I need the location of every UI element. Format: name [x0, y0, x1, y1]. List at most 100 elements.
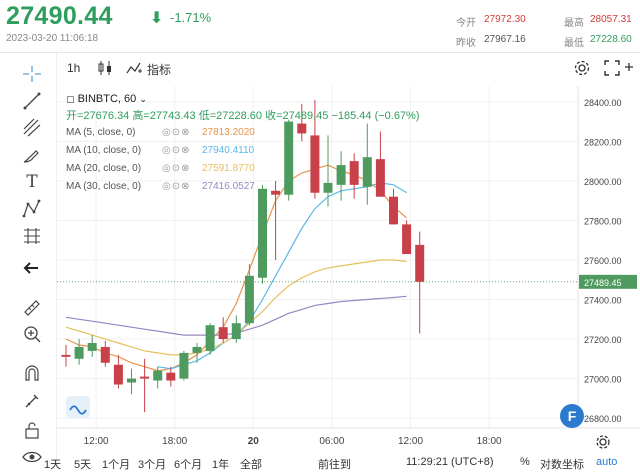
log-scale-toggle[interactable]: 对数坐标: [540, 459, 584, 471]
y-tick-label: 27400.00: [584, 296, 622, 306]
candle-body[interactable]: [87, 342, 97, 351]
y-tick-label: 27800.00: [584, 216, 622, 226]
broker-logo-icon: F: [560, 404, 584, 428]
indicators-button[interactable]: 指标: [147, 63, 172, 77]
interval-button[interactable]: 1h: [67, 61, 81, 75]
candle-body[interactable]: [231, 323, 241, 340]
candle-body[interactable]: [166, 372, 176, 381]
utc-clock[interactable]: 11:29:21 (UTC+8): [406, 456, 494, 468]
range-3m[interactable]: 3个月: [138, 459, 167, 471]
candle-body[interactable]: [415, 244, 425, 282]
ma-line: [157, 182, 407, 370]
candle-body[interactable]: [140, 376, 150, 379]
candle-body[interactable]: [74, 346, 84, 359]
fullscreen-icon[interactable]: [603, 59, 621, 80]
candle-body[interactable]: [362, 157, 372, 187]
magnet-icon[interactable]: [20, 362, 44, 384]
candle-body[interactable]: [284, 121, 294, 195]
x-tick-label: 12:00: [398, 436, 423, 447]
candle-body[interactable]: [61, 354, 71, 357]
candle-type-icon[interactable]: [97, 59, 113, 80]
ma-settings-icon[interactable]: ◎⊙⊗: [162, 181, 191, 192]
ma-legend-label: MA (20, close, 0): [66, 163, 142, 174]
back-arrow-icon[interactable]: [20, 257, 44, 279]
indicators-icon[interactable]: [125, 59, 143, 80]
candle-body[interactable]: [258, 188, 267, 278]
bottom-toolbar: 1天 5天 1个月 3个月 6个月 1年 全部 前往到 11:29:21 (UT…: [40, 456, 640, 471]
ma-settings-icon[interactable]: ◎⊙⊗: [162, 145, 191, 156]
price-header: 27490.44 ⬇ -1.71% 2023-03-20 11:06:18 今开…: [0, 0, 640, 52]
quote-datetime: 2023-03-20 11:06:18: [6, 33, 99, 44]
percent-toggle[interactable]: %: [520, 456, 530, 468]
measure-range-icon[interactable]: [20, 225, 44, 247]
candle-body[interactable]: [205, 325, 215, 351]
lock-icon[interactable]: [20, 419, 44, 441]
ma-settings-icon[interactable]: ◎⊙⊗: [162, 127, 191, 138]
text-tool-icon[interactable]: T: [26, 172, 38, 192]
brush-icon[interactable]: [20, 144, 44, 166]
stat-open-label: 今开: [456, 18, 476, 29]
candle-body[interactable]: [310, 135, 320, 193]
candle-body[interactable]: [218, 327, 228, 340]
candle-body[interactable]: [271, 190, 281, 195]
candle-body[interactable]: [389, 196, 398, 225]
candle-body[interactable]: [100, 346, 110, 363]
zoom-in-icon[interactable]: [20, 323, 44, 345]
y-tick-label: 27000.00: [584, 375, 622, 385]
ruler-icon[interactable]: [20, 296, 44, 318]
range-6m[interactable]: 6个月: [174, 459, 203, 471]
x-tick-label: 06:00: [319, 436, 344, 447]
candle-body[interactable]: [127, 378, 136, 383]
y-tick-label: 27200.00: [584, 335, 622, 345]
candle-body[interactable]: [153, 370, 163, 381]
range-1y[interactable]: 1年: [212, 459, 230, 471]
stat-prevclose-value: 27967.16: [484, 34, 526, 45]
ma-legend-row: MA (20, close, 0) ◎⊙⊗ 27591.8770: [66, 163, 420, 177]
range-1d[interactable]: 1天: [44, 459, 62, 471]
candle-body[interactable]: [192, 346, 202, 353]
crosshair-icon[interactable]: [20, 63, 44, 85]
candle-body[interactable]: [244, 275, 254, 324]
x-tick-label: 20: [248, 436, 260, 447]
range-5d[interactable]: 5天: [74, 459, 92, 471]
settings-gear-icon[interactable]: [594, 433, 612, 451]
y-tick-label: 26800.00: [584, 414, 622, 424]
auto-scale-toggle[interactable]: auto: [596, 456, 618, 468]
y-tick-label: 28400.00: [584, 98, 622, 108]
goto-date-button[interactable]: 前往到: [318, 459, 351, 471]
candle-body[interactable]: [297, 123, 307, 134]
watermark-logo-icon: [66, 396, 90, 418]
candle-body[interactable]: [402, 224, 412, 255]
stat-high-value: 28057.31: [590, 14, 632, 25]
stat-prevclose-label: 昨收: [456, 38, 476, 49]
range-all[interactable]: 全部: [240, 459, 262, 471]
pattern-icon[interactable]: [20, 198, 44, 220]
y-tick-label: 28000.00: [584, 177, 622, 187]
legend-ohlc: 开=27676.34 高=27743.43 低=27228.60 收=27489…: [66, 110, 420, 122]
gear-icon[interactable]: [573, 59, 591, 80]
y-tick-label: 27600.00: [584, 256, 622, 266]
candle-body[interactable]: [375, 159, 385, 197]
eye-icon[interactable]: [20, 446, 44, 468]
chevron-down-icon[interactable]: ⌄: [139, 94, 147, 104]
trend-line-icon[interactable]: [20, 90, 44, 112]
ma-settings-icon[interactable]: ◎⊙⊗: [162, 163, 191, 174]
ma-legend-value: 27591.8770: [202, 163, 255, 174]
stat-open-value: 27972.30: [484, 14, 526, 25]
ma-legend-row: MA (5, close, 0) ◎⊙⊗ 27813.2020: [66, 127, 420, 141]
candle-body[interactable]: [323, 182, 333, 193]
range-1m[interactable]: 1个月: [102, 459, 131, 471]
lock-drawing-icon[interactable]: [20, 389, 44, 411]
candle-body[interactable]: [349, 161, 359, 185]
y-tick-label: 28200.00: [584, 137, 622, 147]
candle-body[interactable]: [179, 352, 189, 379]
candle-body[interactable]: [113, 364, 123, 385]
stat-low-label: 最低: [564, 38, 584, 49]
down-arrow-icon: ⬇: [150, 10, 164, 27]
ma-legend-value: 27813.2020: [202, 127, 255, 138]
fib-icon[interactable]: [20, 117, 44, 139]
collapse-icon[interactable]: ▢: [66, 94, 75, 104]
snapshot-icon[interactable]: [623, 59, 637, 80]
candle-body[interactable]: [336, 165, 346, 185]
